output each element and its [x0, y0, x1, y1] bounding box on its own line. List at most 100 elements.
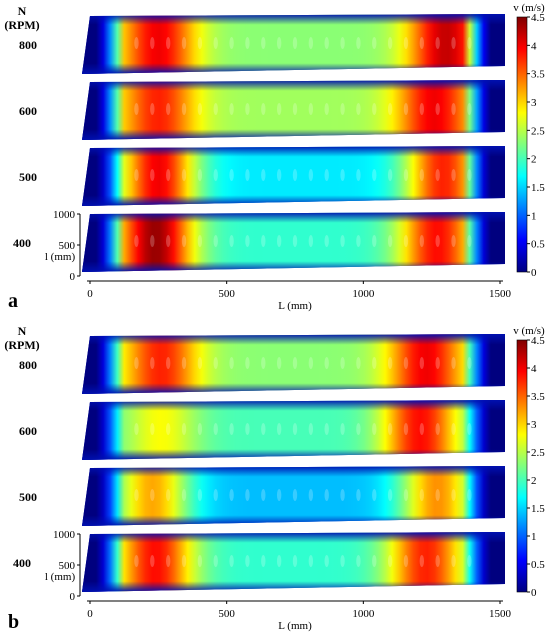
colorbar-tick-label: 1 — [531, 531, 537, 543]
baffle-marker — [372, 357, 377, 369]
baffle-marker — [245, 169, 250, 181]
baffle-marker — [435, 489, 440, 501]
baffle-marker — [372, 169, 377, 181]
L-tick-label: 500 — [218, 608, 235, 620]
baffle-marker — [165, 489, 171, 501]
baffle-marker — [292, 103, 298, 115]
rpm-axis-title-line1-b: N — [18, 324, 27, 338]
baffle-marker — [165, 423, 171, 435]
baffle-marker — [387, 169, 393, 181]
baffle-marker — [419, 555, 425, 567]
L-tick-label: 1500 — [489, 608, 512, 620]
baffle-marker — [467, 37, 472, 49]
rpm-axis-title-line1-a: N — [18, 4, 27, 18]
baffle-marker — [467, 555, 472, 567]
baffle-marker — [245, 37, 250, 49]
baffle-marker — [403, 357, 409, 369]
baffle-marker — [403, 169, 409, 181]
baffle-marker — [324, 37, 329, 49]
baffle-marker — [451, 423, 456, 435]
baffle-marker — [181, 37, 187, 49]
baffle-marker — [261, 423, 266, 435]
L-tick-label: 1000 — [352, 288, 375, 300]
axes-b: 0 500 1000 l (mm) 0 500 1000 1500 L (mm) — [45, 529, 512, 632]
L-axis-label: L (mm) — [278, 620, 312, 632]
baffle-marker — [324, 489, 329, 501]
rpm-label-b-800: 800 — [19, 358, 37, 372]
strip-edge-a-800 — [82, 14, 505, 74]
colorbar-title: v (m/s) — [513, 325, 545, 337]
baffle-marker — [134, 169, 139, 181]
colorbar-tick-label: 3.5 — [531, 69, 545, 81]
baffle-marker — [419, 169, 425, 181]
panel-b: N (RPM) 800 600 500 400 0 500 1000 l (mm) 0 500 1… — [4, 324, 545, 633]
strip-edge-a-500 — [82, 146, 505, 206]
baffle-marker — [435, 37, 440, 49]
baffle-marker — [387, 235, 393, 247]
baffle-marker — [435, 169, 440, 181]
baffle-marker — [229, 555, 234, 567]
baffle-marker — [165, 103, 171, 115]
baffle-marker — [165, 555, 171, 567]
baffle-marker — [356, 357, 361, 369]
baffle-marker — [435, 555, 440, 567]
baffle-marker — [213, 235, 218, 247]
baffle-marker — [229, 423, 234, 435]
baffle-marker — [261, 169, 266, 181]
baffle-marker — [197, 423, 203, 435]
baffle-marker — [213, 103, 218, 115]
l-tick-label: 1000 — [53, 529, 76, 541]
baffle-marker — [372, 37, 377, 49]
baffle-marker — [150, 555, 155, 567]
panel-a: N (RPM) 800 600 500 400 0 500 1000 l (mm) 0 500 1… — [4, 2, 545, 312]
baffle-marker — [134, 235, 139, 247]
baffle-marker — [308, 235, 314, 247]
baffle-marker — [292, 235, 298, 247]
baffle-marker — [261, 357, 266, 369]
baffle-marker — [356, 489, 361, 501]
colorbar-tick-label: 2 — [531, 154, 537, 166]
rpm-label-a-800: 800 — [19, 38, 37, 52]
baffle-marker — [419, 423, 425, 435]
baffle-marker — [150, 235, 155, 247]
baffle-marker — [165, 235, 171, 247]
baffle-marker — [372, 423, 377, 435]
baffle-marker — [435, 423, 440, 435]
baffle-marker — [356, 235, 361, 247]
baffle-marker — [340, 103, 345, 115]
rpm-axis-title-line2-b: (RPM) — [4, 338, 39, 352]
baffle-marker — [340, 489, 345, 501]
baffle-marker — [276, 169, 282, 181]
baffle-marker — [181, 357, 187, 369]
colorbar-ramp — [516, 339, 528, 593]
baffle-marker — [213, 489, 218, 501]
baffle-marker — [372, 235, 377, 247]
baffle-marker — [372, 555, 377, 567]
L-axis-label: L (mm) — [278, 300, 312, 312]
baffle-marker — [324, 103, 329, 115]
baffle-marker — [276, 357, 282, 369]
baffle-marker — [197, 37, 203, 49]
baffle-marker — [150, 357, 155, 369]
colorbar-tick-label: 1 — [531, 210, 537, 222]
baffle-marker — [435, 235, 440, 247]
baffle-marker — [467, 235, 472, 247]
baffle-marker — [134, 555, 139, 567]
L-tick-label: 1000 — [352, 608, 375, 620]
baffle-marker — [419, 235, 425, 247]
baffle-marker — [467, 169, 472, 181]
colorbar-tick-label: 4.5 — [531, 335, 545, 347]
baffle-marker — [451, 169, 456, 181]
colorbar-tick-label: 2 — [531, 475, 537, 487]
baffle-marker — [261, 555, 266, 567]
baffle-marker — [403, 103, 409, 115]
baffle-marker — [276, 37, 282, 49]
baffle-marker — [387, 357, 393, 369]
rpm-label-b-500: 500 — [19, 490, 37, 504]
baffle-marker — [150, 489, 155, 501]
baffle-marker — [245, 235, 250, 247]
strip-edge-b-400 — [82, 532, 505, 592]
baffle-marker — [467, 357, 472, 369]
baffle-marker — [181, 555, 187, 567]
colorbar-tick-label: 4 — [531, 363, 537, 375]
